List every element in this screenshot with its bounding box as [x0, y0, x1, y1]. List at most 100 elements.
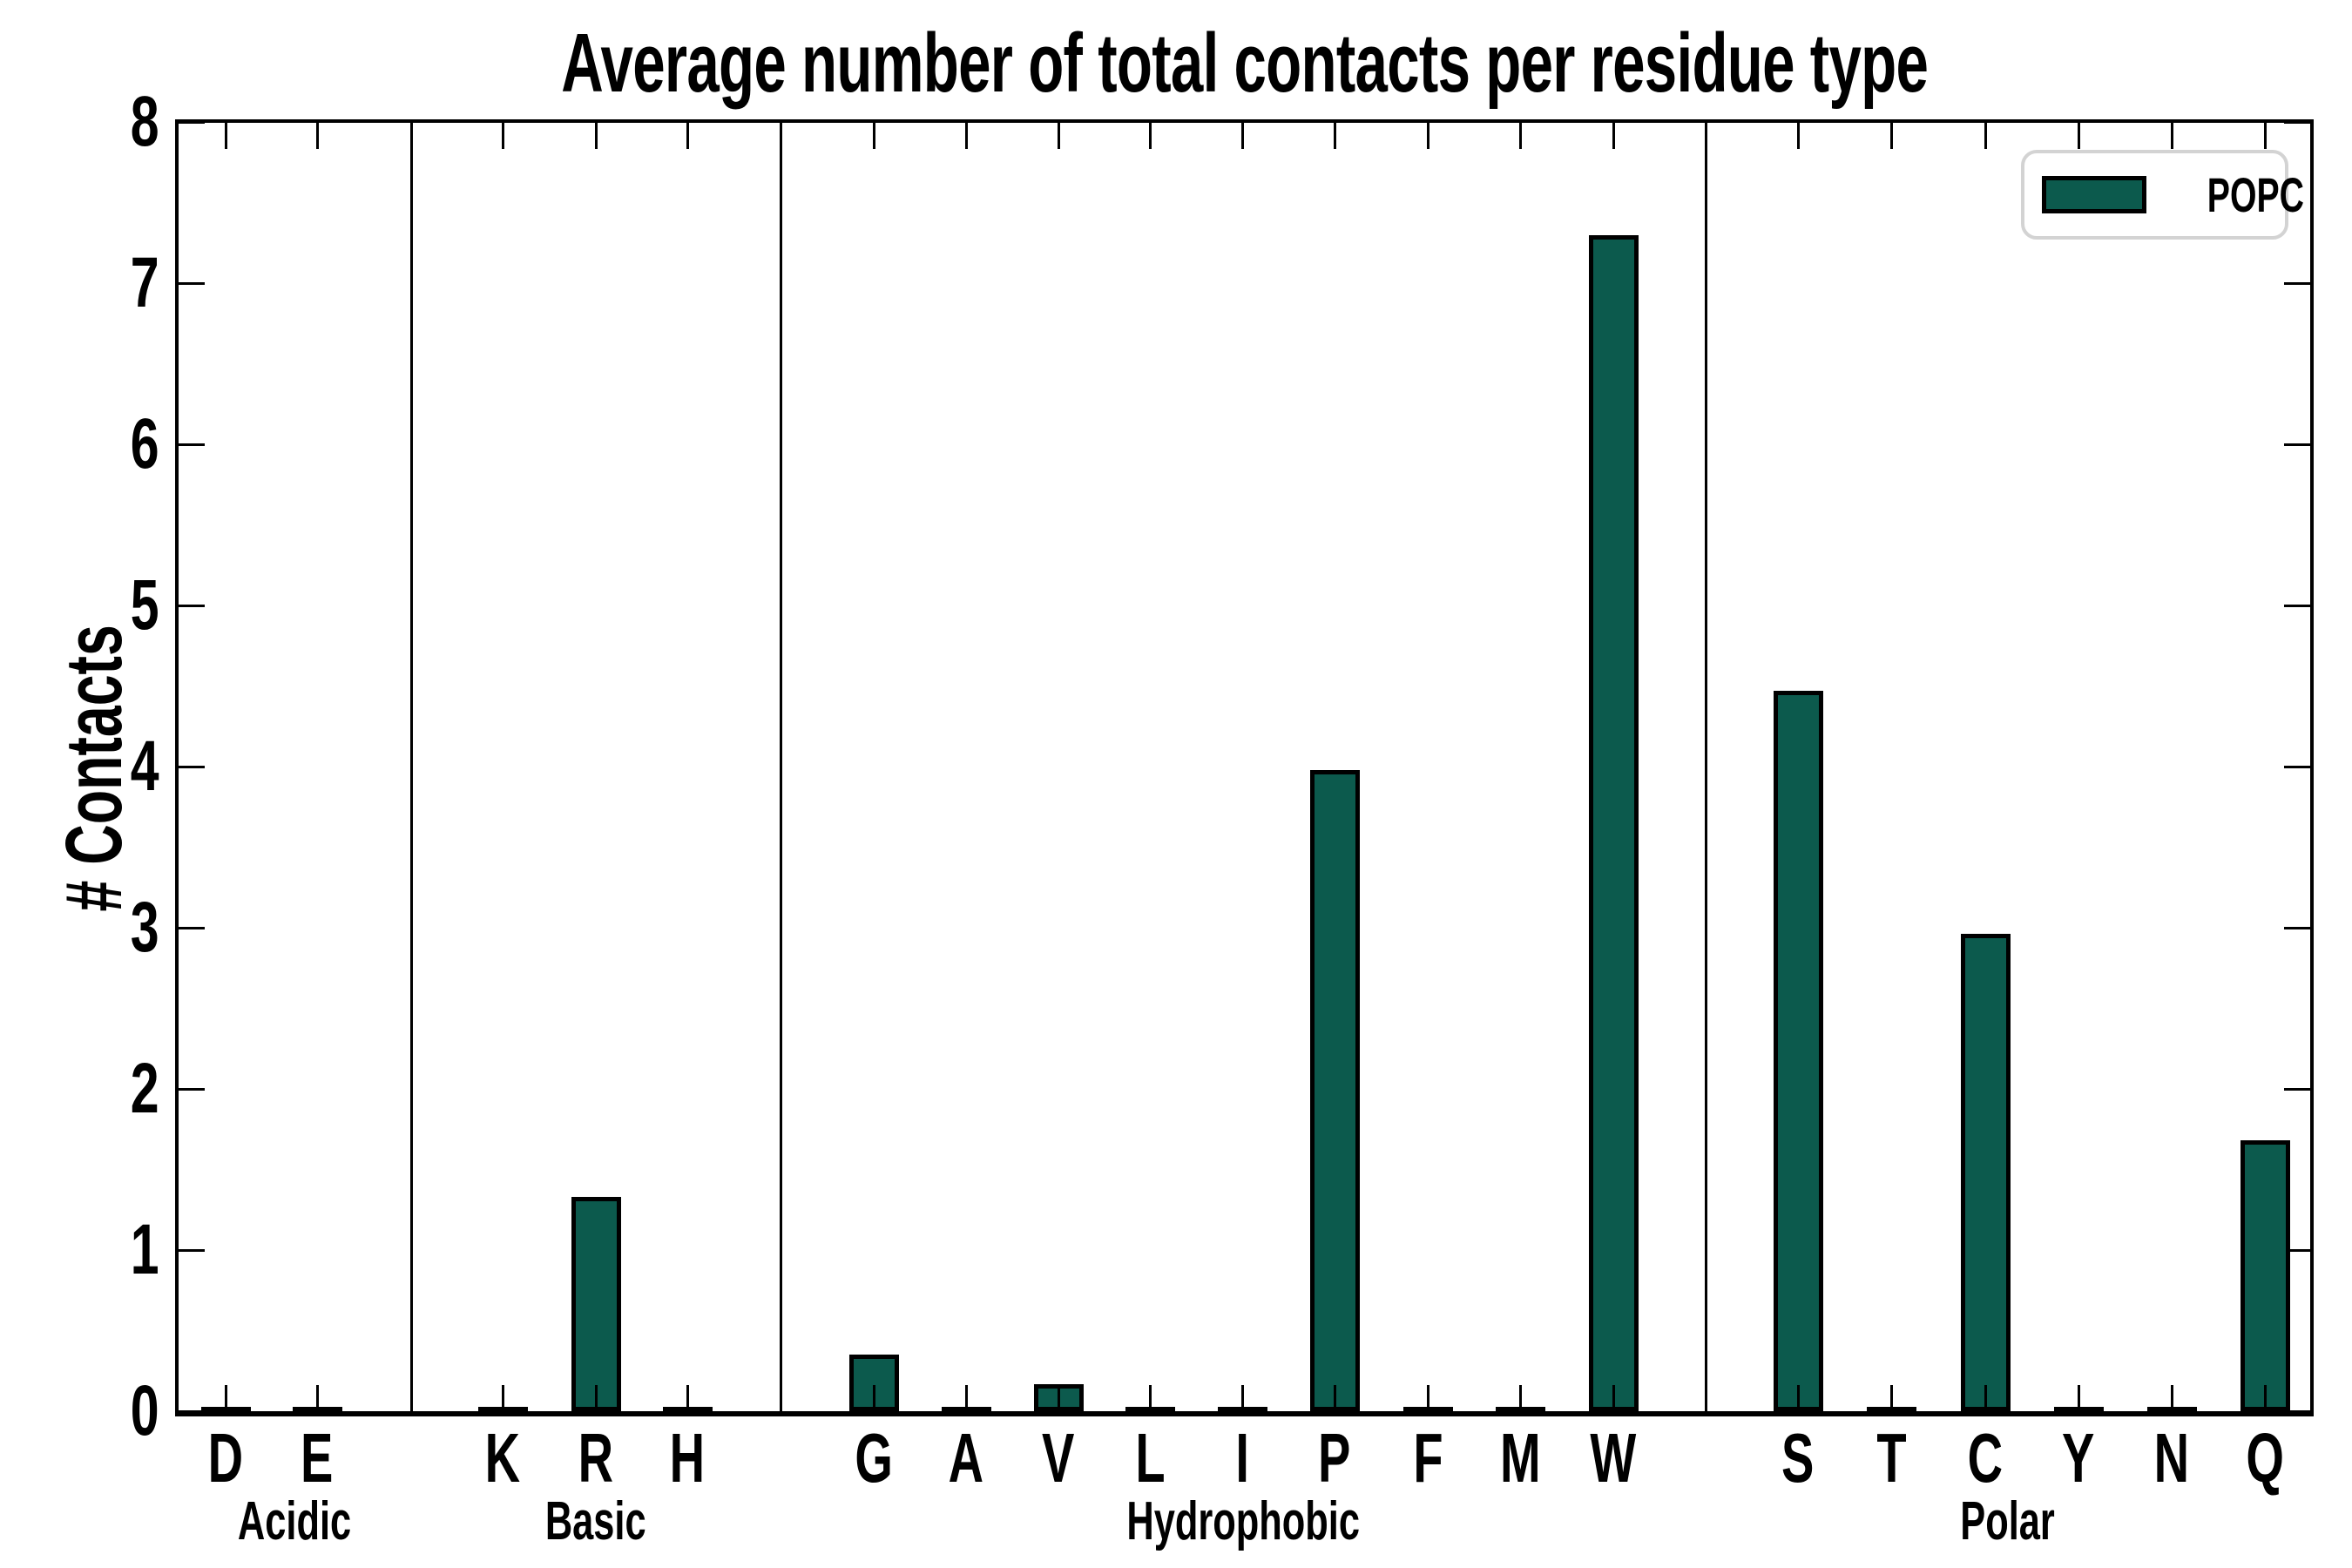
- y-tick-right-8: [2284, 121, 2310, 124]
- x-tick-bottom-A: [965, 1385, 968, 1411]
- x-tick-label-E: E: [260, 1423, 374, 1493]
- y-tick-right-1: [2284, 1249, 2310, 1252]
- chart-title: Average number of total contacts per res…: [199, 16, 2290, 112]
- x-tick-label-C: C: [1929, 1423, 2042, 1493]
- x-tick-label-text-A: A: [948, 1419, 984, 1497]
- y-tick-label-8: 8: [46, 86, 159, 158]
- x-tick-top-R: [595, 123, 598, 149]
- y-tick-left-3: [179, 927, 205, 929]
- x-tick-label-text-N: N: [2153, 1419, 2190, 1497]
- x-tick-label-K: K: [446, 1423, 559, 1493]
- x-tick-top-A: [965, 123, 968, 149]
- x-tick-top-C: [1984, 123, 1987, 149]
- x-tick-label-text-T: T: [1876, 1419, 1907, 1497]
- x-tick-bottom-R: [595, 1385, 598, 1411]
- x-tick-label-V: V: [1002, 1423, 1115, 1493]
- x-tick-bottom-V: [1058, 1385, 1060, 1411]
- legend: POPC: [2021, 150, 2304, 240]
- group-separator-2: [780, 123, 782, 1411]
- x-tick-bottom-G: [873, 1385, 875, 1411]
- x-tick-label-L: L: [1093, 1423, 1206, 1493]
- x-tick-label-text-C: C: [1967, 1419, 2004, 1497]
- x-tick-label-G: G: [817, 1423, 930, 1493]
- bar-Q: [2240, 1140, 2290, 1411]
- x-tick-label-T: T: [1835, 1423, 1948, 1493]
- chart-title-text: Average number of total contacts per res…: [561, 17, 1930, 110]
- y-tick-label-text-0: 0: [131, 1371, 159, 1450]
- y-tick-label-text-5: 5: [131, 565, 159, 645]
- y-tick-label-2: 2: [46, 1053, 159, 1125]
- x-tick-bottom-I: [1241, 1385, 1244, 1411]
- x-tick-label-R: R: [539, 1423, 652, 1493]
- x-tick-label-text-Q: Q: [2246, 1419, 2284, 1497]
- x-tick-label-text-W: W: [1590, 1419, 1637, 1497]
- x-tick-bottom-L: [1149, 1385, 1152, 1411]
- y-tick-label-0: 0: [46, 1375, 159, 1447]
- x-tick-bottom-M: [1519, 1385, 1522, 1411]
- y-tick-right-5: [2284, 605, 2310, 607]
- y-tick-left-2: [179, 1088, 205, 1091]
- x-tick-bottom-N: [2171, 1385, 2173, 1411]
- x-tick-bottom-F: [1427, 1385, 1429, 1411]
- group-label-text-acidic: Acidic: [237, 1491, 352, 1551]
- y-tick-left-1: [179, 1249, 205, 1252]
- x-tick-bottom-Q: [2264, 1385, 2267, 1411]
- y-tick-left-7: [179, 282, 205, 285]
- x-tick-label-Y: Y: [2022, 1423, 2135, 1493]
- group-separator-3: [1705, 123, 1707, 1411]
- x-tick-bottom-Y: [2078, 1385, 2080, 1411]
- y-tick-left-5: [179, 605, 205, 607]
- x-tick-label-text-P: P: [1318, 1419, 1351, 1497]
- x-tick-top-I: [1241, 123, 1244, 149]
- y-tick-label-1: 1: [46, 1214, 159, 1286]
- x-tick-label-text-F: F: [1412, 1419, 1443, 1497]
- group-label-acidic: Acidic: [112, 1495, 477, 1549]
- x-tick-top-N: [2171, 123, 2173, 149]
- y-tick-right-2: [2284, 1088, 2310, 1091]
- x-tick-top-P: [1334, 123, 1336, 149]
- y-tick-label-5: 5: [46, 570, 159, 641]
- x-tick-top-H: [686, 123, 689, 149]
- y-tick-label-text-8: 8: [131, 82, 159, 161]
- x-tick-label-text-R: R: [578, 1419, 614, 1497]
- x-tick-bottom-S: [1797, 1385, 1800, 1411]
- x-tick-label-text-I: I: [1235, 1419, 1249, 1497]
- y-tick-left-8: [179, 121, 205, 124]
- x-tick-bottom-D: [225, 1385, 227, 1411]
- y-tick-label-text-1: 1: [131, 1210, 159, 1289]
- x-tick-top-W: [1612, 123, 1615, 149]
- x-tick-label-H: H: [631, 1423, 744, 1493]
- x-tick-label-S: S: [1741, 1423, 1855, 1493]
- y-tick-right-6: [2284, 443, 2310, 446]
- x-tick-label-text-Y: Y: [2062, 1419, 2095, 1497]
- bar-R: [571, 1196, 621, 1411]
- x-tick-top-L: [1149, 123, 1152, 149]
- group-label-text-polar: Polar: [1960, 1491, 2056, 1551]
- x-tick-top-F: [1427, 123, 1429, 149]
- left-spine: [175, 119, 179, 1415]
- legend-label: POPC: [2207, 166, 2304, 222]
- x-tick-bottom-E: [316, 1385, 319, 1411]
- y-tick-label-text-2: 2: [131, 1049, 159, 1128]
- x-tick-bottom-C: [1984, 1385, 1987, 1411]
- x-tick-top-S: [1797, 123, 1800, 149]
- bar-S: [1773, 691, 1823, 1411]
- group-label-hydrophobic: Hydrophobic: [1060, 1495, 1426, 1549]
- x-tick-label-D: D: [169, 1423, 282, 1493]
- bar-C: [1960, 934, 2011, 1411]
- x-tick-top-Q: [2264, 123, 2267, 149]
- y-tick-left-4: [179, 766, 205, 768]
- x-tick-bottom-K: [502, 1385, 504, 1411]
- x-tick-label-F: F: [1371, 1423, 1484, 1493]
- x-tick-label-text-M: M: [1499, 1419, 1541, 1497]
- x-tick-label-text-S: S: [1781, 1419, 1815, 1497]
- top-spine: [175, 119, 2314, 123]
- group-label-polar: Polar: [1825, 1495, 2191, 1549]
- x-tick-label-text-K: K: [484, 1419, 521, 1497]
- group-label-basic: Basic: [413, 1495, 779, 1549]
- y-tick-label-7: 7: [46, 247, 159, 319]
- group-label-text-hydrophobic: Hydrophobic: [1126, 1491, 1360, 1551]
- x-tick-top-Y: [2078, 123, 2080, 149]
- x-tick-label-text-G: G: [855, 1419, 893, 1497]
